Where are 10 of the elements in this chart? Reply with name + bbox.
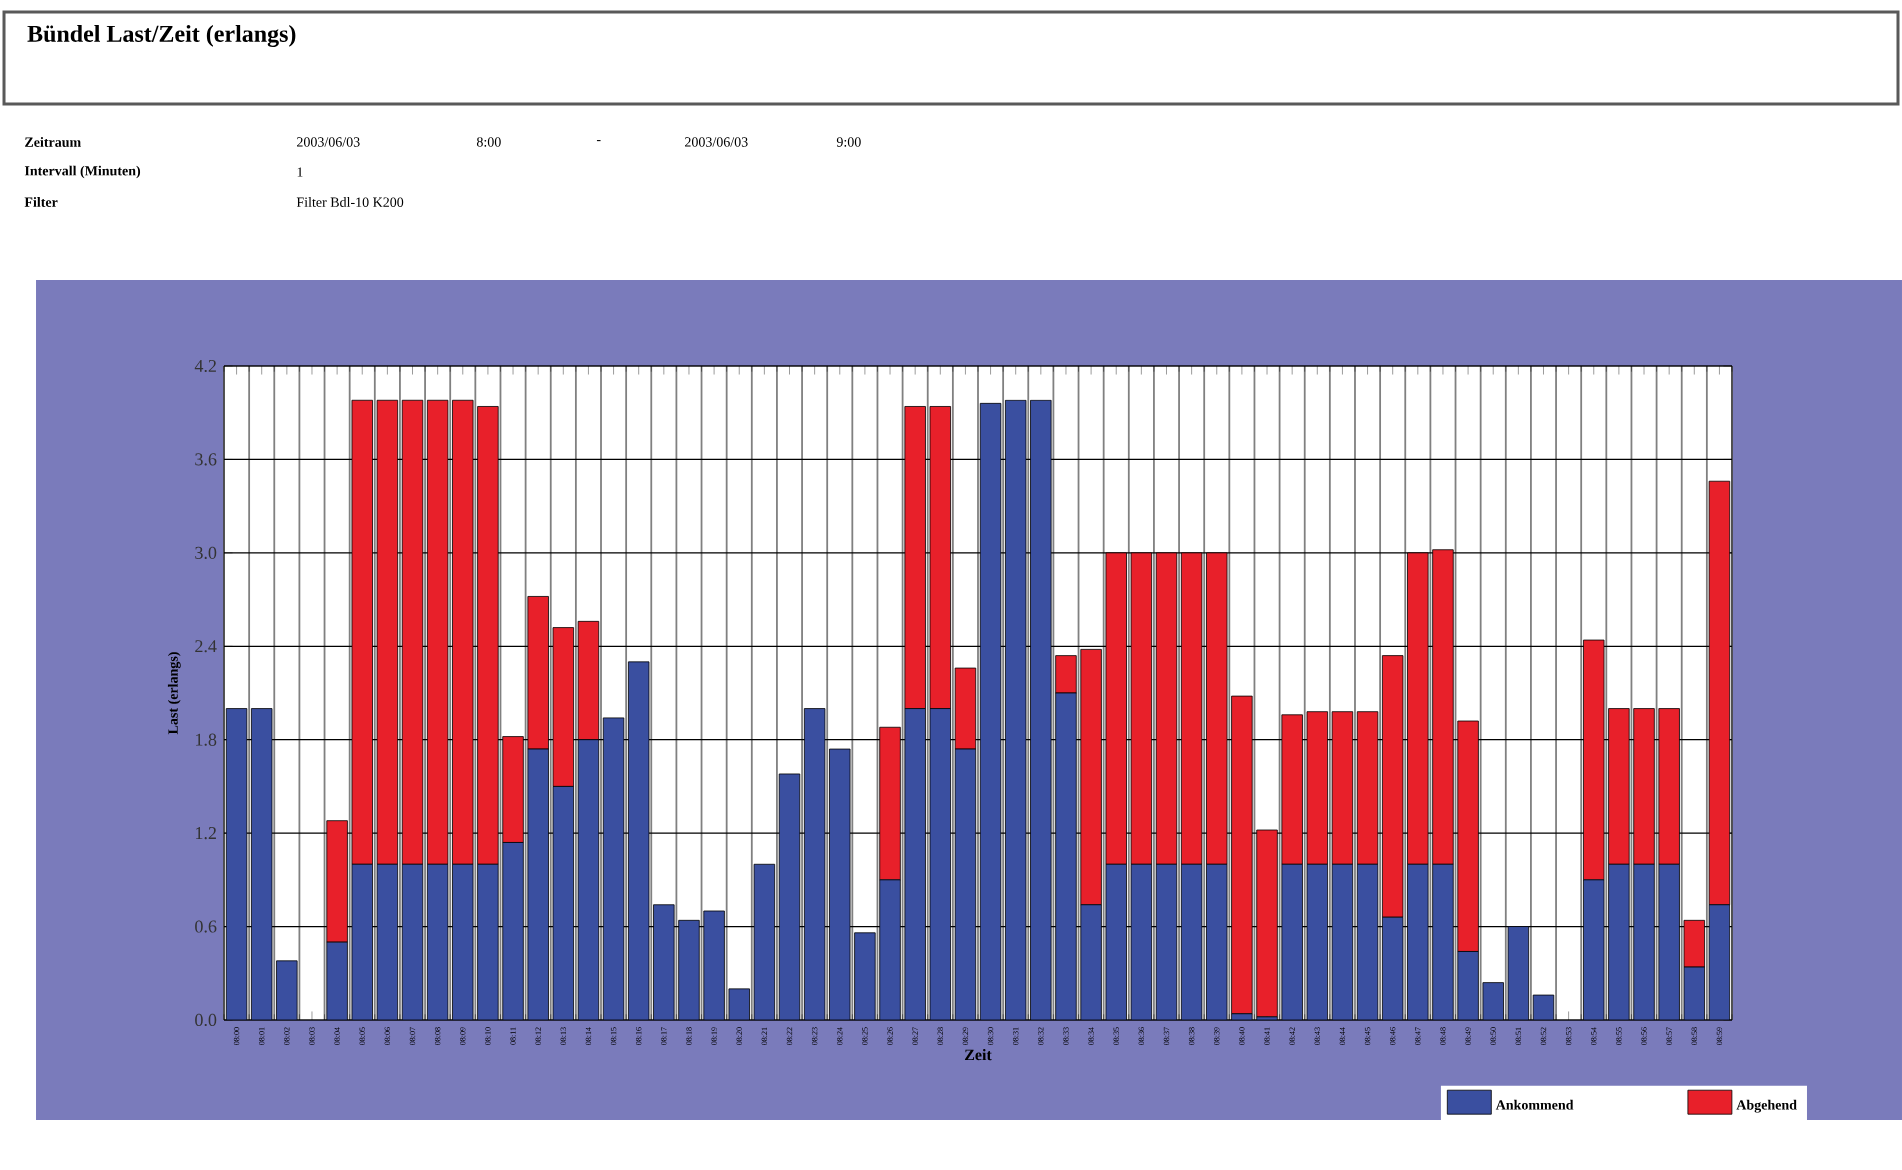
y-tick-label: 0.6 (195, 920, 217, 933)
y-tick-label: 1.8 (196, 733, 217, 746)
y-tick-label: 3.6 (195, 453, 217, 466)
y-tick-label: 0.0 (195, 1013, 217, 1027)
y-tick-label: 4.2 (194, 359, 216, 373)
y-tick-label: 1.2 (196, 827, 216, 840)
x-axis-title: Zeit (964, 1049, 992, 1061)
y-tick-label: 2.4 (195, 640, 217, 653)
chart-title: Bündel Last/Zeit (erlangs) (27, 25, 296, 47)
y-tick-label: 3.0 (195, 546, 217, 559)
